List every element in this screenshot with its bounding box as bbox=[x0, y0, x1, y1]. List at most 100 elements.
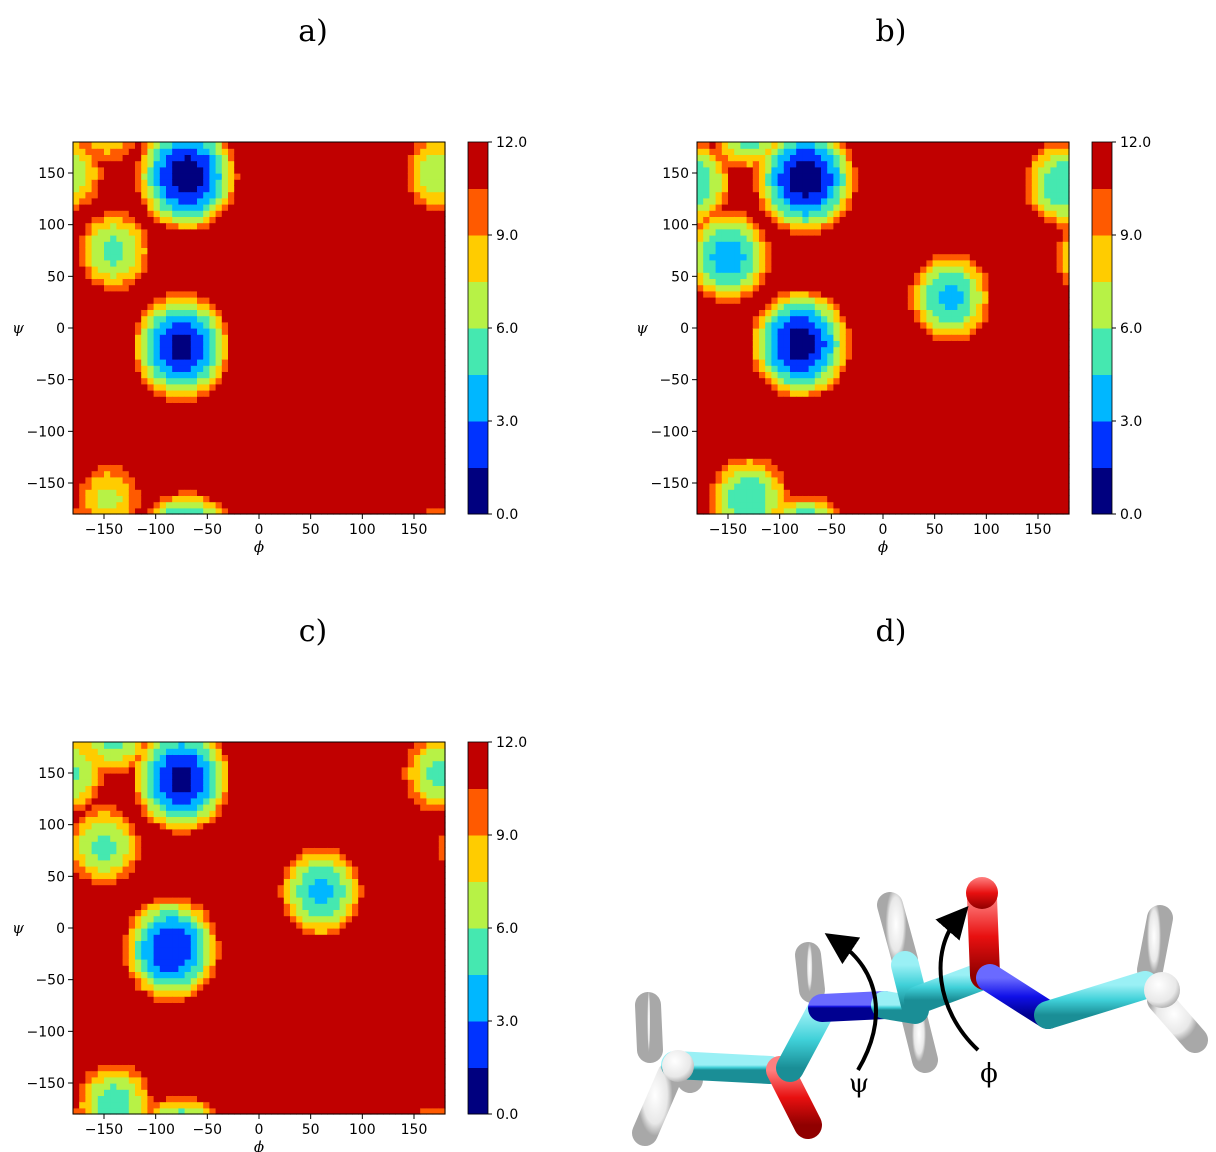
heatmap-cell bbox=[364, 445, 372, 453]
heatmap-cell bbox=[290, 179, 297, 186]
heatmap-cell bbox=[395, 427, 403, 434]
heatmap-cell bbox=[383, 439, 390, 447]
heatmap-cell bbox=[765, 321, 772, 329]
heatmap-cell bbox=[321, 179, 328, 186]
heatmap-cell bbox=[215, 197, 223, 205]
heatmap-cell bbox=[783, 365, 791, 372]
heatmap-cell bbox=[184, 284, 192, 292]
heatmap-cell bbox=[271, 321, 279, 329]
heatmap-cell bbox=[178, 383, 186, 391]
heatmap-cell bbox=[271, 303, 279, 310]
heatmap-cell bbox=[116, 359, 124, 366]
heatmap-cell bbox=[166, 464, 173, 472]
heatmap-cell bbox=[333, 154, 341, 162]
heatmap-cell bbox=[246, 179, 254, 186]
heatmap-cell bbox=[827, 185, 834, 193]
heatmap-cell bbox=[802, 142, 810, 149]
heatmap-cell bbox=[271, 501, 279, 509]
heatmap-cell bbox=[697, 501, 704, 509]
heatmap-cell bbox=[339, 464, 347, 472]
heatmap-cell bbox=[827, 371, 834, 379]
heatmap-cell bbox=[172, 247, 179, 255]
heatmap-cell bbox=[135, 396, 142, 403]
heatmap-cell bbox=[246, 278, 254, 286]
heatmap-cell bbox=[389, 185, 396, 193]
heatmap-cell bbox=[172, 235, 179, 242]
y-tick-label: 100 bbox=[38, 218, 65, 234]
heatmap-cell bbox=[783, 346, 791, 354]
heatmap-cell bbox=[752, 216, 760, 224]
heatmap-cell bbox=[246, 235, 254, 242]
heatmap-cell bbox=[314, 445, 322, 453]
heatmap-cell bbox=[302, 390, 310, 397]
heatmap-cell bbox=[215, 470, 223, 478]
heatmap-cell bbox=[296, 433, 303, 441]
heatmap-cell bbox=[383, 408, 390, 416]
heatmap-cell bbox=[333, 241, 341, 248]
heatmap-cell bbox=[116, 483, 124, 490]
heatmap-cell bbox=[184, 315, 192, 323]
heatmap-cell bbox=[420, 253, 427, 261]
heatmap-cell bbox=[352, 439, 359, 447]
heatmap-cell bbox=[302, 173, 310, 180]
heatmap-cell bbox=[790, 439, 797, 447]
heatmap-cell bbox=[734, 259, 741, 267]
heatmap-cell bbox=[709, 315, 717, 323]
heatmap-cell bbox=[703, 328, 710, 335]
heatmap-cell bbox=[370, 470, 378, 478]
heatmap-cell bbox=[91, 253, 99, 261]
heatmap-cell bbox=[364, 173, 372, 180]
heatmap-cell bbox=[802, 452, 810, 459]
heatmap-cell bbox=[97, 445, 105, 453]
heatmap-cell bbox=[252, 185, 260, 193]
heatmap-cell bbox=[777, 290, 785, 298]
heatmap-cell bbox=[178, 173, 186, 180]
heatmap-cell bbox=[333, 253, 341, 261]
heatmap-cell bbox=[290, 402, 297, 410]
heatmap-cell bbox=[314, 352, 322, 360]
heatmap-cell bbox=[321, 371, 328, 379]
heatmap-cell bbox=[389, 321, 396, 329]
heatmap-cell bbox=[432, 253, 440, 261]
heatmap-cell bbox=[308, 483, 316, 490]
heatmap-cell bbox=[265, 476, 272, 484]
heatmap-cell bbox=[802, 253, 810, 261]
heatmap-cell bbox=[228, 476, 235, 484]
heatmap-cell bbox=[296, 235, 303, 242]
heatmap-cell bbox=[73, 414, 80, 422]
heatmap-cell bbox=[432, 334, 440, 341]
heatmap-cell bbox=[796, 235, 803, 242]
heatmap-cell bbox=[715, 253, 723, 261]
heatmap-cell bbox=[703, 334, 710, 341]
heatmap-cell bbox=[401, 241, 409, 248]
heatmap-cell bbox=[252, 421, 260, 428]
heatmap-cell bbox=[339, 427, 347, 434]
heatmap-cell bbox=[734, 439, 741, 447]
heatmap-cell bbox=[728, 439, 735, 447]
heatmap-cell bbox=[172, 334, 179, 341]
heatmap-cell bbox=[746, 284, 754, 292]
heatmap-cell bbox=[697, 340, 704, 348]
heatmap-cell bbox=[802, 408, 810, 416]
heatmap-cell bbox=[73, 204, 80, 211]
heatmap-cell bbox=[407, 197, 415, 205]
heatmap-cell bbox=[821, 328, 828, 335]
heatmap-cell bbox=[765, 284, 772, 292]
heatmap-cell bbox=[370, 483, 378, 490]
heatmap-cell bbox=[209, 228, 217, 236]
heatmap-cell bbox=[777, 340, 785, 348]
heatmap-cell bbox=[190, 241, 198, 248]
heatmap-cell bbox=[808, 253, 816, 261]
heatmap-cell bbox=[302, 278, 310, 286]
heatmap-cell bbox=[197, 365, 204, 372]
heatmap-cell bbox=[73, 328, 80, 335]
heatmap-cell bbox=[703, 489, 710, 496]
heatmap-cell bbox=[771, 222, 779, 230]
heatmap-cell bbox=[703, 197, 710, 205]
heatmap-cell bbox=[389, 458, 396, 465]
heatmap-cell bbox=[85, 464, 93, 472]
heatmap-cell bbox=[352, 352, 359, 360]
heatmap-cell bbox=[407, 371, 415, 379]
heatmap-cell bbox=[697, 166, 704, 174]
heatmap-cell bbox=[283, 266, 291, 273]
